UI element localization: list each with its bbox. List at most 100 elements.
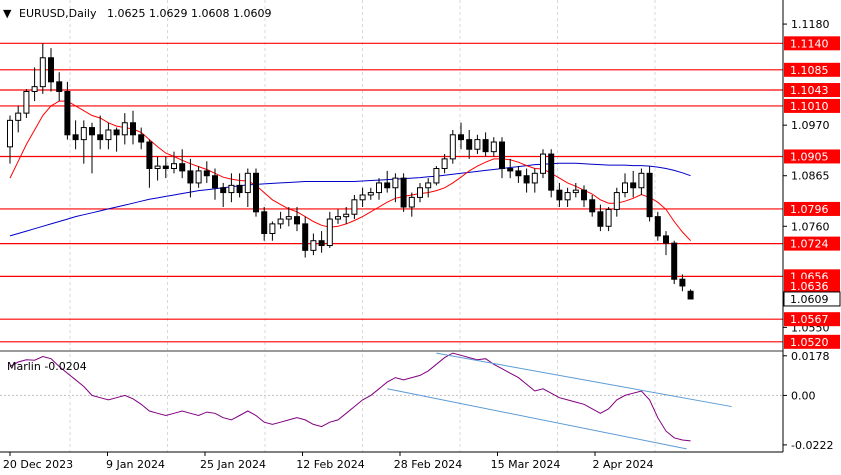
candle[interactable] bbox=[187, 158, 194, 198]
candle[interactable] bbox=[441, 154, 448, 174]
candle[interactable] bbox=[548, 149, 555, 198]
header-marker-icon[interactable]: ▼ bbox=[3, 7, 12, 20]
candle[interactable] bbox=[359, 187, 366, 208]
candle[interactable] bbox=[654, 211, 661, 241]
candle[interactable] bbox=[376, 178, 382, 200]
candle[interactable] bbox=[48, 48, 54, 92]
candle[interactable] bbox=[515, 166, 522, 183]
candle[interactable] bbox=[417, 182, 423, 203]
candle[interactable] bbox=[572, 182, 579, 198]
candle[interactable] bbox=[294, 207, 300, 232]
candle[interactable] bbox=[179, 149, 186, 179]
candle[interactable] bbox=[449, 129, 456, 164]
candle[interactable] bbox=[326, 211, 333, 248]
candle[interactable] bbox=[589, 194, 596, 217]
candle[interactable] bbox=[499, 137, 505, 179]
candle[interactable] bbox=[663, 231, 669, 256]
candle[interactable] bbox=[203, 161, 210, 183]
candle[interactable] bbox=[64, 81, 71, 140]
candle[interactable] bbox=[31, 67, 38, 102]
candle[interactable] bbox=[310, 233, 317, 256]
candle[interactable] bbox=[630, 170, 637, 198]
candle[interactable] bbox=[507, 158, 514, 179]
candle[interactable] bbox=[556, 182, 563, 208]
candle[interactable] bbox=[597, 204, 604, 232]
candle-body bbox=[408, 196, 415, 208]
candle[interactable] bbox=[121, 113, 128, 145]
candle-body bbox=[540, 153, 546, 174]
candle[interactable] bbox=[138, 127, 145, 150]
candle[interactable] bbox=[679, 274, 686, 292]
candle[interactable] bbox=[146, 139, 153, 188]
indicator-label: Marlin -0.0204 bbox=[7, 360, 87, 373]
candle[interactable] bbox=[646, 166, 653, 222]
candle[interactable] bbox=[154, 156, 161, 181]
candle[interactable] bbox=[195, 166, 202, 188]
candle-body bbox=[384, 182, 391, 189]
candle[interactable] bbox=[531, 168, 538, 193]
candle[interactable] bbox=[318, 231, 325, 253]
candle[interactable] bbox=[482, 132, 489, 157]
candle[interactable] bbox=[384, 170, 391, 193]
candle[interactable] bbox=[130, 110, 136, 145]
candle[interactable] bbox=[228, 173, 235, 203]
candle[interactable] bbox=[367, 187, 374, 200]
candle[interactable] bbox=[171, 151, 177, 174]
pane-separator[interactable] bbox=[0, 350, 783, 352]
candle[interactable] bbox=[89, 122, 95, 174]
level-tag-label: 1.0796 bbox=[790, 203, 829, 216]
candle[interactable] bbox=[7, 115, 13, 164]
candle[interactable] bbox=[277, 211, 284, 229]
candle[interactable] bbox=[56, 72, 63, 102]
candle[interactable] bbox=[351, 194, 358, 220]
candle[interactable] bbox=[23, 89, 30, 118]
candle[interactable] bbox=[343, 207, 350, 224]
candle[interactable] bbox=[622, 173, 628, 198]
candle[interactable] bbox=[39, 43, 46, 94]
candle[interactable] bbox=[490, 137, 497, 157]
channel-lower-line[interactable] bbox=[387, 388, 687, 450]
candle-body bbox=[638, 172, 645, 189]
candle[interactable] bbox=[400, 173, 407, 212]
candle[interactable] bbox=[105, 122, 112, 150]
candle[interactable] bbox=[433, 166, 440, 186]
candle[interactable] bbox=[72, 120, 79, 150]
candle[interactable] bbox=[687, 289, 694, 300]
candle[interactable] bbox=[80, 120, 87, 164]
candle[interactable] bbox=[244, 168, 251, 208]
candle[interactable] bbox=[335, 209, 341, 224]
candle[interactable] bbox=[540, 149, 546, 179]
plot-layer bbox=[0, 0, 783, 452]
candle[interactable] bbox=[408, 192, 415, 217]
candle[interactable] bbox=[269, 221, 276, 241]
channel-upper-line[interactable] bbox=[436, 352, 732, 408]
candle[interactable] bbox=[302, 216, 309, 258]
candle[interactable] bbox=[285, 207, 292, 227]
candle[interactable] bbox=[162, 156, 169, 179]
candle[interactable] bbox=[220, 182, 227, 208]
candle[interactable] bbox=[236, 173, 243, 198]
candle[interactable] bbox=[605, 207, 612, 232]
candle-body bbox=[458, 134, 464, 141]
candle[interactable] bbox=[97, 115, 104, 150]
candle[interactable] bbox=[113, 127, 120, 152]
candle[interactable] bbox=[523, 168, 530, 193]
candle[interactable] bbox=[425, 178, 432, 198]
candle-body bbox=[31, 86, 38, 92]
candle[interactable] bbox=[466, 129, 473, 159]
candle[interactable] bbox=[613, 187, 620, 217]
candle[interactable] bbox=[671, 240, 678, 285]
candle[interactable] bbox=[581, 185, 587, 208]
x-tick-label: 9 Jan 2024 bbox=[106, 458, 165, 471]
candle-body bbox=[187, 170, 194, 184]
candle[interactable] bbox=[15, 105, 22, 133]
candle[interactable] bbox=[474, 134, 481, 155]
candle[interactable] bbox=[392, 173, 399, 203]
candle[interactable] bbox=[458, 122, 464, 150]
candle[interactable] bbox=[253, 168, 259, 217]
candle[interactable] bbox=[564, 187, 571, 208]
candle[interactable] bbox=[212, 168, 218, 200]
candle[interactable] bbox=[638, 168, 645, 195]
candle[interactable] bbox=[261, 207, 268, 241]
